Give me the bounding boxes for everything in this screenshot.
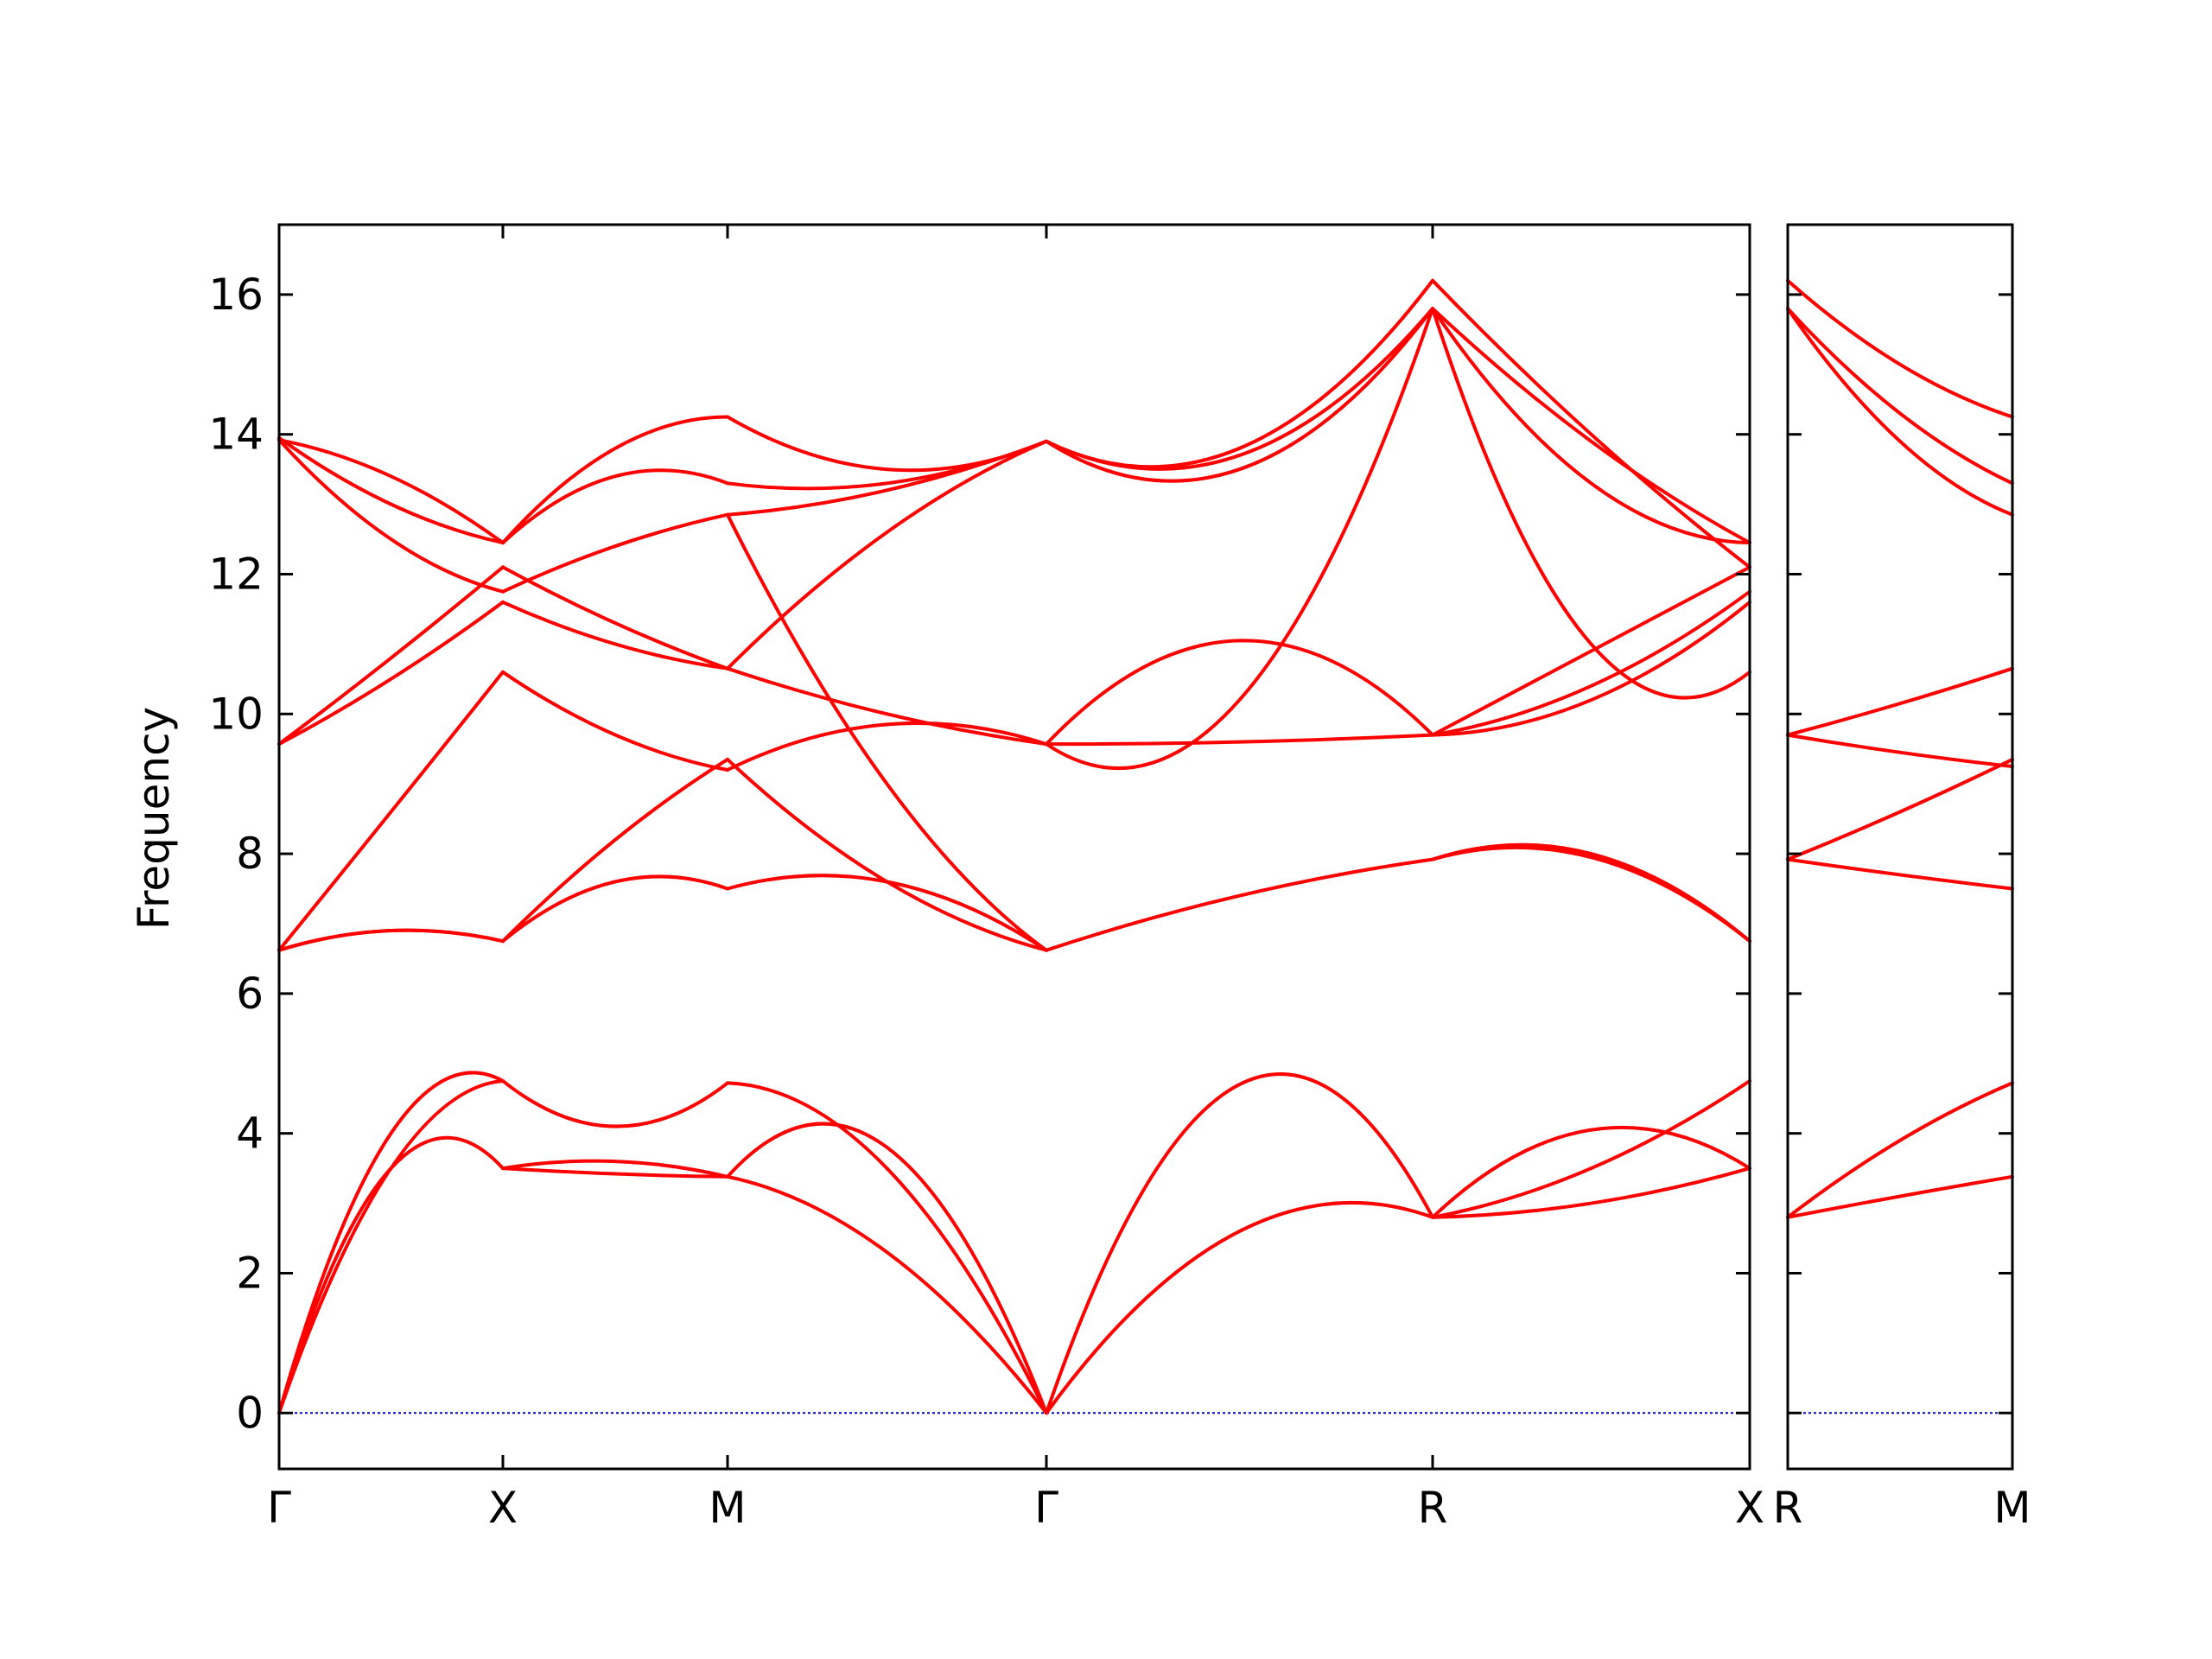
band-line-left-M-Γ-7	[726, 666, 1048, 747]
y-tick-label-6: 12	[208, 549, 264, 599]
x-tick-label-left-1: Γ	[267, 1483, 291, 1533]
band-line-left-Γ-R-9	[1045, 278, 1434, 469]
plot-frame-left	[277, 223, 1751, 1471]
band-line-left-Γ-X-3	[277, 1071, 505, 1415]
band-line-left-Γ-X-2	[277, 1079, 505, 1415]
band-line-left-Γ-R-2	[1045, 1072, 1434, 1415]
band-line-left-Γ-R-4	[1045, 307, 1434, 770]
band-line-right-R-M-4	[1786, 757, 2014, 861]
band-line-left-R-X-7	[1431, 589, 1751, 737]
plot-frame-right	[1786, 223, 2014, 1471]
band-line-right-R-M-7	[1786, 307, 2014, 517]
band-line-left-X-M-7	[501, 600, 729, 671]
band-line-left-M-Γ-6	[726, 721, 1048, 772]
band-line-left-Γ-X-11	[277, 435, 505, 545]
band-line-left-R-X-12	[1431, 278, 1751, 569]
band-line-left-M-Γ-1	[726, 1174, 1048, 1415]
y-axis-tick-labels: 0 2 4 6 8 10 12 14 16	[208, 270, 264, 1438]
band-line-left-R-X-4	[1431, 842, 1751, 944]
band-line-left-M-Γ-3	[726, 1081, 1048, 1415]
band-line-right-R-M-3	[1786, 857, 2014, 891]
band-line-left-Γ-X-5	[277, 928, 505, 952]
band-line-left-Γ-X-1	[277, 1135, 505, 1415]
band-line-left-Γ-R-1	[1045, 1200, 1434, 1415]
band-line-left-R-X-8	[1431, 600, 1751, 737]
band-line-left-X-M-5	[501, 757, 729, 944]
y-tick-label-0: 0	[236, 1388, 264, 1438]
band-line-left-R-X-6	[1431, 565, 1751, 737]
x-tick-label-left-4: Γ	[1034, 1483, 1058, 1533]
band-line-left-X-M-2	[501, 1159, 729, 1179]
band-line-left-X-M-10	[501, 468, 729, 545]
y-tick-label-2: 4	[236, 1109, 264, 1159]
band-line-left-R-X-11	[1431, 307, 1751, 545]
band-line-left-M-Γ-12	[726, 415, 1048, 473]
band-line-left-X-M-9	[501, 512, 729, 594]
band-line-left-M-Γ-8	[726, 512, 1048, 952]
band-line-left-R-X-9	[1431, 307, 1751, 700]
band-line-left-R-X-3	[1431, 1079, 1751, 1219]
band-line-left-Γ-R-6	[1045, 639, 1434, 747]
x-tick-label-left-3: M	[709, 1483, 746, 1533]
band-line-left-R-X-1	[1431, 1166, 1751, 1219]
band-line-left-R-X-5	[1431, 846, 1751, 944]
band-line-right-R-M-8	[1786, 307, 2014, 486]
band-line-left-M-Γ-5	[726, 757, 1048, 952]
y-axis-label: Frequency	[129, 707, 179, 930]
right-panel	[1786, 223, 2014, 1471]
y-tick-label-3: 6	[236, 969, 264, 1019]
band-line-left-X-M-4	[501, 874, 729, 944]
x-tick-label-left-2: X	[488, 1483, 518, 1533]
band-line-left-X-M-11	[501, 415, 729, 545]
band-line-left-X-M-3	[501, 1079, 729, 1128]
band-line-left-M-Γ-9	[726, 439, 1048, 671]
y-tick-label-4: 8	[236, 829, 264, 879]
band-line-left-Γ-R-8	[1045, 307, 1434, 471]
y-tick-label-1: 2	[236, 1248, 264, 1298]
band-line-left-X-M-1	[501, 1166, 729, 1179]
band-line-left-Γ-R-7	[1045, 307, 1434, 483]
band-line-left-Γ-R-3	[1045, 857, 1434, 952]
y-tick-label-7: 14	[208, 410, 264, 460]
y-tick-label-8: 16	[208, 270, 264, 320]
band-line-left-Γ-X-9	[277, 438, 505, 594]
band-line-left-Γ-X-6	[277, 670, 505, 952]
band-line-right-R-M-6	[1786, 666, 2014, 737]
x-tick-label-left-6: X	[1735, 1483, 1764, 1533]
band-line-left-Γ-X-8	[277, 565, 505, 747]
x-tick-label-left-5: R	[1418, 1483, 1448, 1533]
y-tick-label-5: 10	[208, 689, 264, 739]
band-line-left-R-X-10	[1431, 307, 1751, 545]
band-line-right-R-M-9	[1786, 278, 2014, 419]
band-line-left-X-M-8	[501, 565, 729, 671]
band-line-left-Γ-X-10	[277, 438, 505, 545]
band-line-left-M-Γ-2	[726, 1122, 1048, 1415]
band-line-right-R-M-2	[1786, 1081, 2014, 1219]
band-line-right-R-M-1	[1786, 1174, 2014, 1219]
band-line-left-R-X-2	[1431, 1126, 1751, 1219]
x-tick-label-right-2: M	[1993, 1483, 2031, 1533]
band-line-left-X-M-6	[501, 670, 729, 772]
x-tick-label-right-1: R	[1773, 1483, 1803, 1533]
band-line-left-Γ-X-7	[277, 600, 505, 747]
band-line-left-M-Γ-10	[726, 439, 1048, 517]
left-panel	[277, 223, 1751, 1471]
band-line-right-R-M-5	[1786, 733, 2014, 768]
band-line-left-Γ-R-5	[1045, 733, 1434, 747]
